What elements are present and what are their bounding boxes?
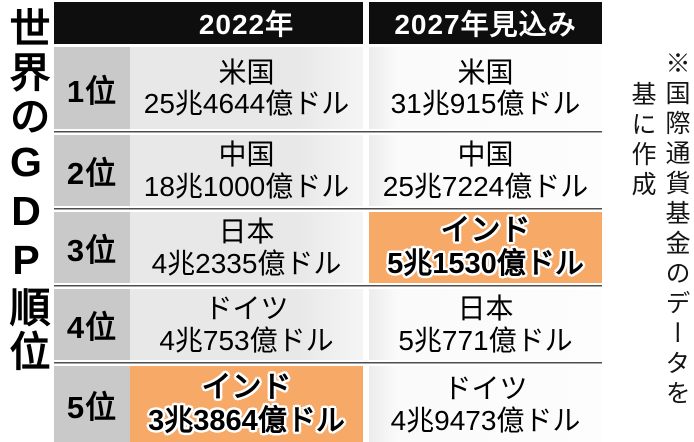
source-note-line2: 基に作成	[628, 81, 655, 201]
country-name: 中国	[218, 139, 275, 171]
chart-title: 世界のGDP順位	[3, 7, 49, 374]
cell-2027-rank3-highlighted-india: インド 5兆1530億ドル	[369, 212, 602, 283]
gdp-value: 25兆4644億ドル	[143, 88, 350, 119]
gdp-value: 25兆7224億ドル	[382, 170, 589, 202]
cell-2022-rank1: 米国 25兆4644億ドル	[130, 47, 363, 129]
row-divider	[54, 129, 602, 135]
gdp-value: 4兆2335億ドル	[151, 247, 342, 279]
column-gap	[363, 366, 369, 442]
column-gap	[363, 289, 369, 360]
gdp-value: 5兆771億ドル	[398, 324, 573, 356]
table-header-row: 2022年 2027年見込み	[54, 2, 602, 44]
gdp-value: 3兆3864億ドル	[148, 405, 345, 438]
country-name: ドイツ	[443, 373, 528, 405]
column-header-2027: 2027年見込み	[369, 2, 602, 44]
gdp-table: 2022年 2027年見込み 1位 米国 25兆4644億ドル 米国 31兆91…	[54, 2, 602, 442]
cell-2027-rank5: ドイツ 4兆9473億ドル	[369, 366, 602, 442]
gdp-value: 31兆915億ドル	[390, 88, 581, 119]
country-name: インド	[201, 371, 292, 405]
cell-2022-rank3: 日本 4兆2335億ドル	[130, 212, 363, 283]
rank-label: 4位	[54, 289, 130, 360]
table-row-rank2: 2位 中国 18兆1000億ドル 中国 25兆7224億ドル	[54, 135, 602, 206]
gdp-value: 5兆1530億ドル	[387, 248, 584, 281]
cell-2022-rank2: 中国 18兆1000億ドル	[130, 135, 363, 206]
cell-2027-rank1: 米国 31兆915億ドル	[369, 47, 602, 129]
cell-2027-rank4: 日本 5兆771億ドル	[369, 289, 602, 360]
column-gap	[363, 2, 369, 44]
gdp-value: 4兆9473億ドル	[390, 404, 581, 436]
rank-label: 2位	[54, 135, 130, 206]
gdp-value: 18兆1000億ドル	[143, 170, 350, 202]
country-name: 米国	[457, 56, 514, 88]
source-note-line1: ※国際通貨基金のデータを	[662, 50, 689, 410]
column-gap	[363, 47, 369, 129]
country-name: 中国	[457, 139, 514, 171]
row-divider	[54, 206, 602, 212]
table-row-rank4: 4位 ドイツ 4兆753億ドル 日本 5兆771億ドル	[54, 289, 602, 360]
column-header-2022: 2022年	[54, 2, 363, 44]
cell-2027-rank2: 中国 25兆7224億ドル	[369, 135, 602, 206]
country-name: 日本	[457, 293, 514, 325]
cell-2022-rank5-highlighted-india: インド 3兆3864億ドル	[130, 366, 363, 442]
rank-label: 3位	[54, 212, 130, 283]
gdp-value: 4兆753億ドル	[159, 324, 334, 356]
column-gap	[363, 135, 369, 206]
source-note: ※国際通貨基金のデータを 基に作成	[628, 50, 689, 410]
table-row-rank3: 3位 日本 4兆2335億ドル インド 5兆1530億ドル	[54, 212, 602, 283]
cell-2022-rank4: ドイツ 4兆753億ドル	[130, 289, 363, 360]
country-name: インド	[440, 214, 531, 248]
column-header-2022-label: 2022年	[198, 9, 295, 40]
rank-label: 5位	[54, 366, 130, 442]
column-header-2027-label: 2027年見込み	[394, 9, 577, 40]
rank-label: 1位	[54, 47, 130, 129]
table-row-rank1: 1位 米国 25兆4644億ドル 米国 31兆915億ドル	[54, 47, 602, 129]
country-name: 米国	[218, 56, 275, 88]
row-divider	[54, 360, 602, 366]
column-gap	[363, 212, 369, 283]
country-name: ドイツ	[204, 293, 289, 325]
row-divider	[54, 283, 602, 289]
table-row-rank5: 5位 インド 3兆3864億ドル ドイツ 4兆9473億ドル	[54, 366, 602, 442]
country-name: 日本	[218, 216, 275, 248]
